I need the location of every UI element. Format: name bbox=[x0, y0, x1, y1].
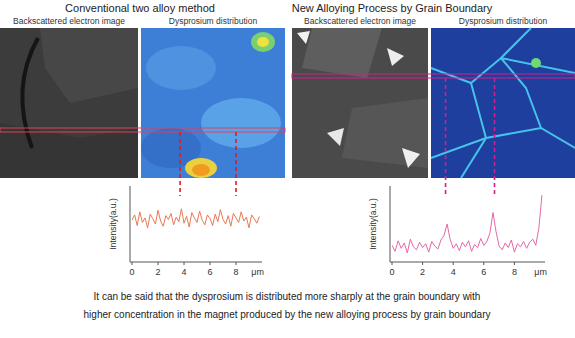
image-label: Dysprosium distribution bbox=[459, 16, 548, 26]
bright-phase bbox=[297, 31, 310, 44]
x-tick bbox=[236, 262, 237, 265]
x-tick bbox=[132, 262, 133, 265]
y-axis bbox=[390, 186, 391, 262]
profile-line bbox=[292, 74, 575, 78]
grain-boundary bbox=[486, 128, 575, 148]
x-tick bbox=[392, 262, 393, 265]
x-tick-label: 2 bbox=[420, 267, 425, 277]
micrograph-images bbox=[0, 28, 285, 178]
x-tick-label: 0 bbox=[129, 267, 134, 277]
intensity-profile bbox=[132, 209, 259, 228]
dy-spot bbox=[251, 32, 275, 52]
bright-phase bbox=[402, 148, 420, 168]
image-label: Backscattered electron image bbox=[304, 16, 416, 26]
x-tick bbox=[483, 262, 484, 265]
guide-line bbox=[235, 132, 237, 196]
x-axis-label: μm bbox=[534, 267, 547, 277]
x-axis bbox=[130, 262, 262, 263]
y-axis-label: Intensity(a.u.) bbox=[368, 198, 378, 250]
grain-boundary bbox=[431, 138, 486, 158]
grain-boundary bbox=[461, 83, 486, 178]
x-axis-label: μm bbox=[251, 267, 264, 277]
bse-image bbox=[0, 28, 138, 178]
grain-boundary bbox=[501, 58, 541, 128]
x-tick-label: 8 bbox=[512, 267, 517, 277]
x-tick bbox=[158, 262, 159, 265]
profile-line bbox=[0, 128, 285, 132]
bright-phase bbox=[327, 128, 344, 146]
y-axis bbox=[130, 186, 131, 262]
plot-area bbox=[392, 195, 542, 253]
caption: It can be said that the dysprosium is di… bbox=[94, 291, 481, 302]
image-label: Dysprosium distribution bbox=[169, 16, 258, 26]
patch bbox=[146, 46, 216, 90]
image-label: Backscattered electron image bbox=[13, 16, 125, 26]
patch bbox=[201, 98, 281, 148]
x-tick-label: 4 bbox=[451, 267, 456, 277]
x-tick-label: 6 bbox=[481, 267, 486, 277]
dy-spot bbox=[257, 37, 269, 47]
caption: higher concentration in the magnet produ… bbox=[84, 309, 491, 320]
grain-boundary bbox=[501, 28, 531, 58]
dy-spot bbox=[192, 164, 210, 176]
x-tick bbox=[210, 262, 211, 265]
x-tick-label: 4 bbox=[181, 267, 186, 277]
x-tick bbox=[422, 262, 423, 265]
dy-map bbox=[141, 28, 285, 178]
dy-map bbox=[431, 28, 575, 178]
dy-spot bbox=[185, 158, 217, 178]
guide-line bbox=[179, 132, 181, 196]
x-tick-label: 8 bbox=[233, 267, 238, 277]
grain bbox=[40, 28, 138, 103]
y-axis-label: Intensity(a.u.) bbox=[108, 198, 118, 250]
grain bbox=[342, 98, 428, 168]
dy-spot bbox=[531, 58, 541, 68]
guide-line bbox=[494, 78, 496, 196]
x-tick bbox=[184, 262, 185, 265]
intensity-profile bbox=[392, 195, 542, 253]
x-tick-label: 2 bbox=[155, 267, 160, 277]
guide-line bbox=[445, 78, 447, 196]
plot-area bbox=[132, 209, 259, 228]
panel-title: Conventional two alloy method bbox=[65, 2, 215, 14]
x-tick-label: 6 bbox=[207, 267, 212, 277]
x-tick bbox=[514, 262, 515, 265]
figure: Conventional two alloy method Backscatter… bbox=[0, 0, 575, 338]
background bbox=[0, 0, 575, 338]
x-axis bbox=[390, 262, 545, 263]
grain bbox=[0, 123, 138, 178]
panel-title: New Alloying Process by Grain Boundary bbox=[292, 2, 493, 14]
micrograph-images bbox=[292, 28, 575, 178]
x-tick bbox=[453, 262, 454, 265]
bse-image bbox=[292, 28, 428, 178]
grain bbox=[302, 28, 382, 78]
x-tick-label: 0 bbox=[389, 267, 394, 277]
bright-phase bbox=[387, 48, 404, 66]
